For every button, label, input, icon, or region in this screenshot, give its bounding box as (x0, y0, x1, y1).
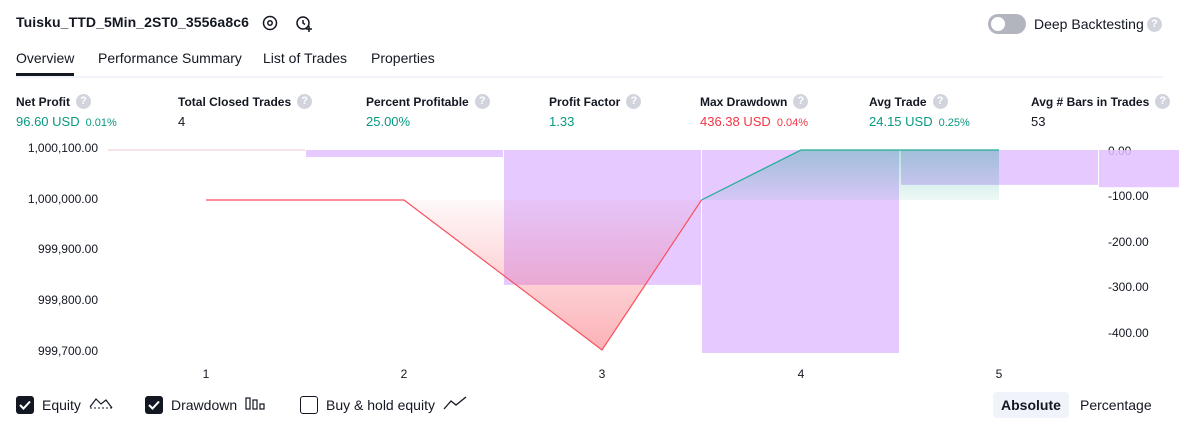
equity-line-icon (89, 395, 113, 414)
equity-checkbox[interactable] (16, 395, 34, 414)
metric-label: Percent Profitable (366, 94, 469, 109)
metric-value: 25.00% (366, 114, 411, 129)
metric-net-profit: Net Profit? 96.60 USD 0.01% (16, 94, 117, 129)
metric-avg-bars: Avg # Bars in Trades? 53 (1031, 94, 1171, 129)
x-axis-tick: 2 (400, 367, 408, 381)
legend-equity-label: Equity (42, 396, 81, 413)
metric-label: Max Drawdown (700, 94, 788, 109)
info-icon[interactable]: ? (474, 94, 490, 109)
absolute-button[interactable]: Absolute (993, 392, 1069, 418)
left-axis-tick: 1,000,000.00 (27, 192, 98, 206)
deep-backtesting-toggle[interactable] (988, 14, 1026, 34)
info-icon[interactable]: ? (932, 94, 948, 109)
left-axis-tick: 1,000,100.00 (27, 141, 98, 155)
metric-value: 96.60 USD (16, 114, 80, 129)
metric-profit-factor: Profit Factor? 1.33 (549, 94, 642, 129)
metric-percent-profitable: Percent Profitable? 25.00% (366, 94, 490, 129)
strategy-title: Tuisku_TTD_5Min_2ST0_3556a8c6 (16, 14, 249, 30)
metric-avg-trade: Avg Trade? 24.15 USD 0.25% (869, 94, 970, 129)
tab-overview[interactable]: Overview (16, 50, 75, 76)
metric-value: 1.33 (549, 114, 575, 129)
right-axis-tick: -100.00 (1108, 189, 1149, 203)
metric-percent: 0.04% (776, 117, 809, 129)
right-axis-tick: -400.00 (1108, 326, 1149, 340)
tab-performance-summary[interactable]: Performance Summary (98, 50, 242, 66)
info-icon[interactable]: ? (76, 94, 91, 109)
metric-percent: 0.25% (938, 117, 970, 129)
drawdown-bar (1099, 150, 1179, 188)
percentage-button[interactable]: Percentage (1080, 397, 1152, 413)
drawdown-checkbox[interactable] (145, 395, 163, 414)
tab-bar: Overview Performance Summary List of Tra… (16, 48, 1163, 78)
buy-hold-checkbox[interactable] (300, 395, 318, 414)
left-axis-tick: 999,700.00 (37, 344, 98, 358)
metric-total-closed-trades: Total Closed Trades? 4 (178, 94, 313, 129)
tab-properties[interactable]: Properties (371, 50, 435, 66)
metric-percent: 0.01% (85, 117, 117, 129)
metric-label: Total Closed Trades (178, 94, 292, 109)
drawdown-bars-icon (245, 395, 265, 414)
add-alert-icon[interactable] (294, 13, 314, 33)
x-axis-tick: 4 (797, 367, 805, 381)
x-axis-tick: 3 (598, 367, 606, 381)
legend-equity[interactable]: Equity (16, 395, 113, 414)
info-icon[interactable]: ? (1155, 94, 1171, 109)
metric-label: Net Profit (16, 94, 70, 109)
metric-value: 24.15 USD (869, 114, 933, 129)
buy-hold-line-icon (443, 395, 467, 414)
left-axis-tick: 999,800.00 (37, 293, 98, 307)
metric-label: Profit Factor (549, 94, 621, 109)
toggle-knob (991, 17, 1005, 31)
metric-value: 4 (178, 114, 186, 129)
legend-buy-hold-label: Buy & hold equity (326, 396, 435, 413)
right-axis-tick: -200.00 (1108, 235, 1149, 249)
info-icon[interactable]: ? (626, 94, 642, 109)
legend-buy-hold[interactable]: Buy & hold equity (300, 395, 467, 414)
info-icon[interactable]: ? (297, 94, 313, 109)
tab-list-of-trades[interactable]: List of Trades (263, 50, 348, 66)
x-axis-tick: 5 (995, 367, 1003, 381)
legend-drawdown[interactable]: Drawdown (145, 395, 265, 414)
deep-backtesting-label: Deep Backtesting (1034, 16, 1144, 32)
equity-line-loss (206, 199, 702, 351)
metric-value: 436.38 USD (700, 114, 771, 129)
x-axis-tick: 1 (202, 367, 210, 381)
drawdown-bar (306, 150, 503, 157)
equity-line-gain (701, 149, 999, 201)
metric-max-drawdown: Max Drawdown? 436.38 USD 0.04% (700, 94, 809, 129)
metric-label: Avg Trade (869, 94, 927, 109)
equity-loss-area (404, 200, 702, 350)
settings-icon[interactable] (260, 13, 280, 33)
metric-label: Avg # Bars in Trades (1031, 94, 1150, 109)
left-axis-tick: 999,900.00 (37, 242, 98, 256)
equity-gain-area (701, 150, 999, 200)
legend-drawdown-label: Drawdown (171, 396, 238, 413)
help-icon[interactable]: ? (1147, 17, 1162, 32)
right-axis-tick: -300.00 (1108, 280, 1149, 294)
metric-value: 53 (1031, 114, 1046, 129)
info-icon[interactable]: ? (793, 94, 809, 109)
